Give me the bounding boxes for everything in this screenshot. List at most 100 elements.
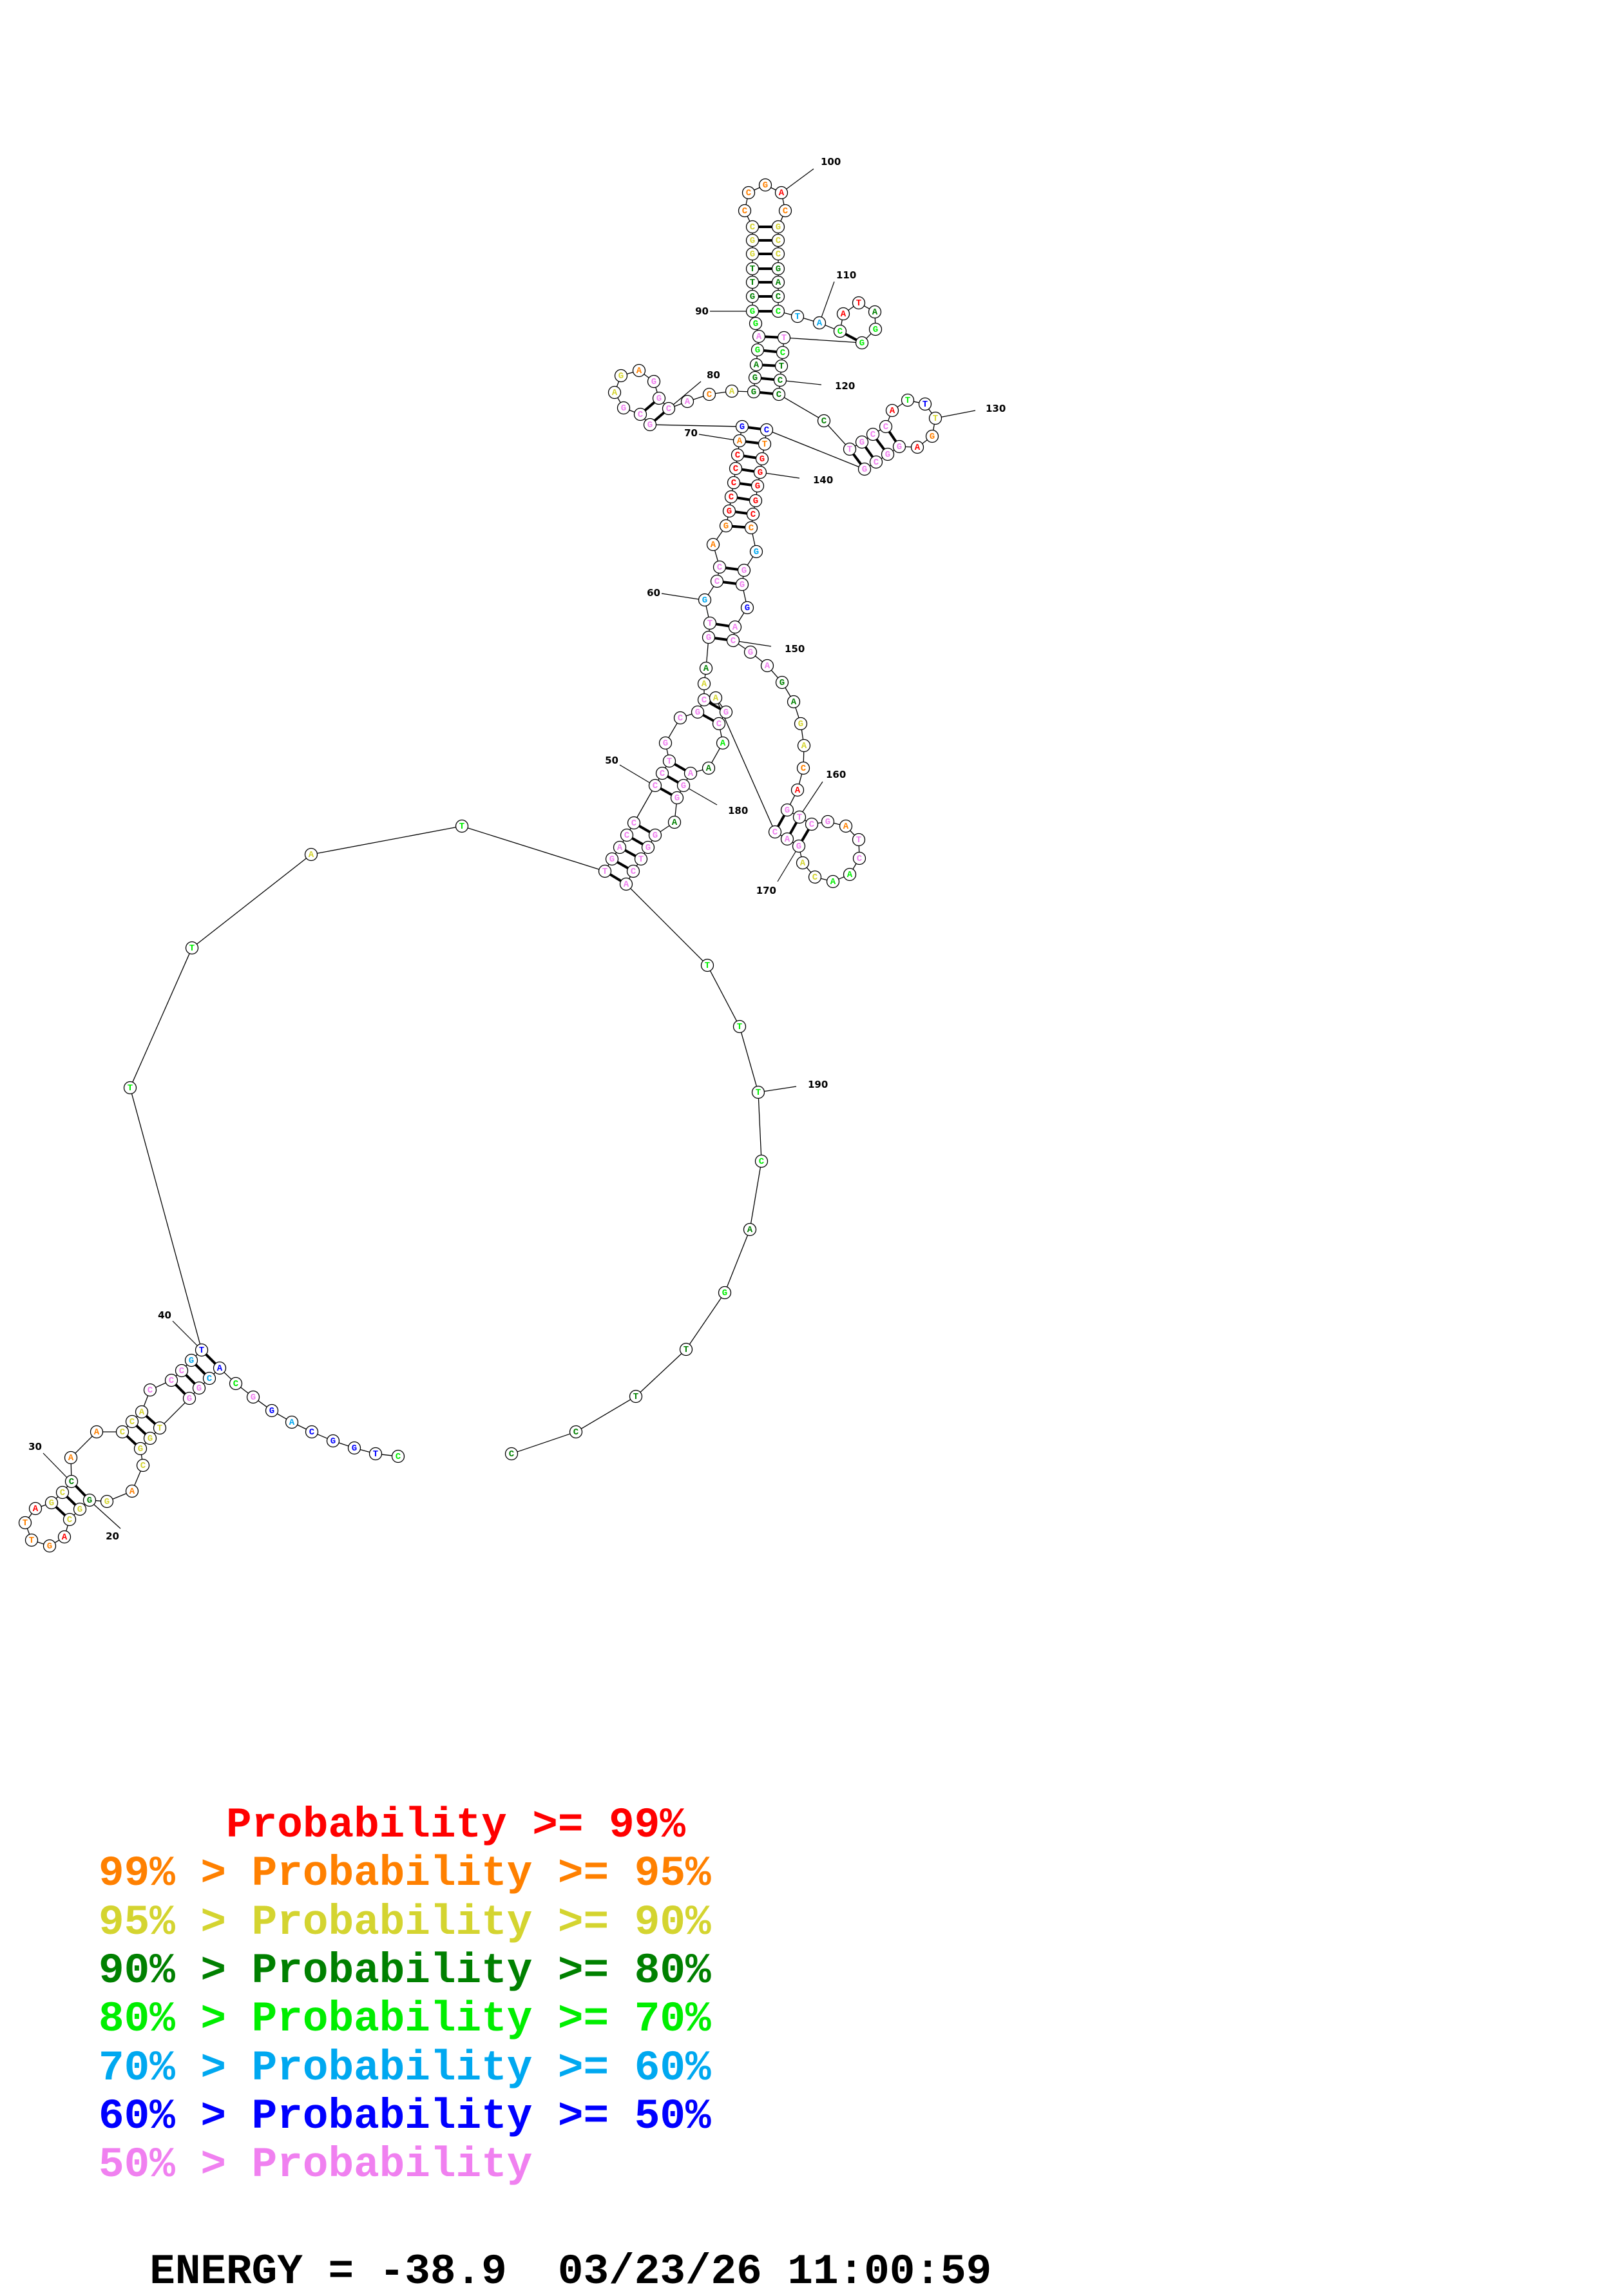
nucleotide: C <box>854 853 866 865</box>
nucleotide-base: G <box>753 319 758 329</box>
backbone-segment <box>755 656 762 662</box>
nucleotide: G <box>719 1287 731 1299</box>
backbone-segment <box>818 823 821 824</box>
nucleotide-base: T <box>737 1022 742 1032</box>
nucleotide-base: C <box>207 1374 213 1384</box>
base-pair-bond <box>617 862 628 869</box>
backbone-segment <box>727 517 728 519</box>
nucleotide: G <box>776 677 789 689</box>
nucleotide-base: A <box>33 1504 39 1514</box>
backbone-segment <box>758 1098 761 1155</box>
backbone-segment <box>631 889 703 961</box>
nucleotide: C <box>747 508 760 521</box>
nucleotide-base: G <box>722 1288 727 1298</box>
base-pair-bond <box>674 764 685 771</box>
nucleotide-base: C <box>653 781 658 791</box>
base-pair-bond <box>610 874 621 881</box>
nucleotide: C <box>137 1460 149 1472</box>
backbone-segment <box>656 425 736 427</box>
nucleotide: T <box>456 820 468 833</box>
nucleotide: A <box>726 385 738 398</box>
nucleotide-base: A <box>624 880 629 890</box>
nucleotide-base: G <box>754 547 759 557</box>
nucleotide-base: A <box>737 436 743 447</box>
nucleotide: C <box>777 347 789 359</box>
position-number-label: 120 <box>835 380 855 392</box>
nucleotide: G <box>760 179 772 191</box>
backbone-segment <box>468 828 599 869</box>
nucleotide-base: A <box>847 870 853 880</box>
nucleotide: G <box>751 546 763 558</box>
backbone-segment <box>135 1471 141 1486</box>
nucleotide-base: A <box>706 764 712 774</box>
nucleotide: G <box>747 248 759 260</box>
backbone-segment <box>799 774 801 784</box>
nucleotide: G <box>856 436 868 449</box>
nucleotide-base: C <box>631 867 636 877</box>
nucleotide-base: G <box>609 854 615 865</box>
base-pair-bond <box>740 483 751 485</box>
nucleotide-base: T <box>856 298 861 309</box>
nucleotide: G <box>754 467 767 479</box>
nucleotide: G <box>193 1382 206 1394</box>
nucleotide: A <box>827 876 839 888</box>
backbone-segment <box>754 188 760 190</box>
nucleotide-base: C <box>837 327 843 337</box>
nucleotide-base: C <box>776 307 781 317</box>
nucleotide: A <box>65 1452 77 1464</box>
nucleotide: G <box>349 1442 361 1454</box>
nucleotide: T <box>778 332 790 344</box>
nucleotide: A <box>751 359 763 371</box>
nucleotide-base: A <box>890 406 895 416</box>
backbone-segment <box>771 670 778 678</box>
nucleotide-base: G <box>352 1443 357 1454</box>
nucleotide: C <box>628 817 640 829</box>
nucleotide-base: G <box>723 708 729 718</box>
position-number-label: 60 <box>647 587 660 599</box>
nucleotide-base: G <box>621 403 626 414</box>
nucleotide: A <box>729 621 741 633</box>
nucleotide-base: G <box>825 817 830 827</box>
nucleotide-base: C <box>731 636 736 646</box>
backbone-segment <box>743 590 746 601</box>
backbone-segment <box>258 1401 267 1407</box>
nucleotide-base: T <box>23 1518 28 1529</box>
nucleotide: T <box>680 1344 693 1356</box>
nucleotide: C <box>57 1487 69 1499</box>
nucleotide: G <box>703 632 715 644</box>
nucleotide-base: C <box>883 422 889 432</box>
nucleotide: A <box>214 1362 226 1375</box>
nucleotide-base: T <box>856 835 861 845</box>
nucleotide: C <box>663 403 675 415</box>
nucleotide-base: T <box>29 1536 34 1546</box>
backbone-segment <box>360 1449 370 1452</box>
nucleotide: G <box>750 495 762 507</box>
nucleotide-base: C <box>60 1488 66 1498</box>
energy-footer: ENERGY = -38.9 03/23/26 11:00:59 <box>99 2208 991 2293</box>
nucleotide-base: A <box>636 366 642 376</box>
backbone-segment <box>710 970 736 1021</box>
nucleotide-base: G <box>885 450 890 460</box>
nucleotide-base: C <box>666 404 672 414</box>
nucleotide-base: C <box>129 1417 135 1427</box>
nucleotide-base: C <box>874 458 879 468</box>
backbone-segment <box>803 318 814 322</box>
nucleotide-base: A <box>872 307 878 318</box>
nucleotide: G <box>741 602 754 614</box>
nucleotide: G <box>859 463 871 476</box>
nucleotide-base: G <box>798 719 803 729</box>
backbone-segment <box>75 1436 93 1454</box>
nucleotide-base: G <box>755 345 760 356</box>
backbone-segment <box>675 804 676 816</box>
base-pair-bond <box>716 624 729 626</box>
base-pair-bond <box>865 447 872 458</box>
nucleotide-base: A <box>703 664 709 674</box>
position-number-label: 100 <box>821 156 841 168</box>
nucleotide: G <box>101 1496 113 1508</box>
nucleotide-base: T <box>684 1345 689 1355</box>
backbone-segment <box>821 878 827 880</box>
nucleotide-base: C <box>749 523 754 534</box>
nucleotide: C <box>166 1375 178 1387</box>
nucleotide: A <box>840 820 852 833</box>
position-leader-line <box>785 381 821 385</box>
